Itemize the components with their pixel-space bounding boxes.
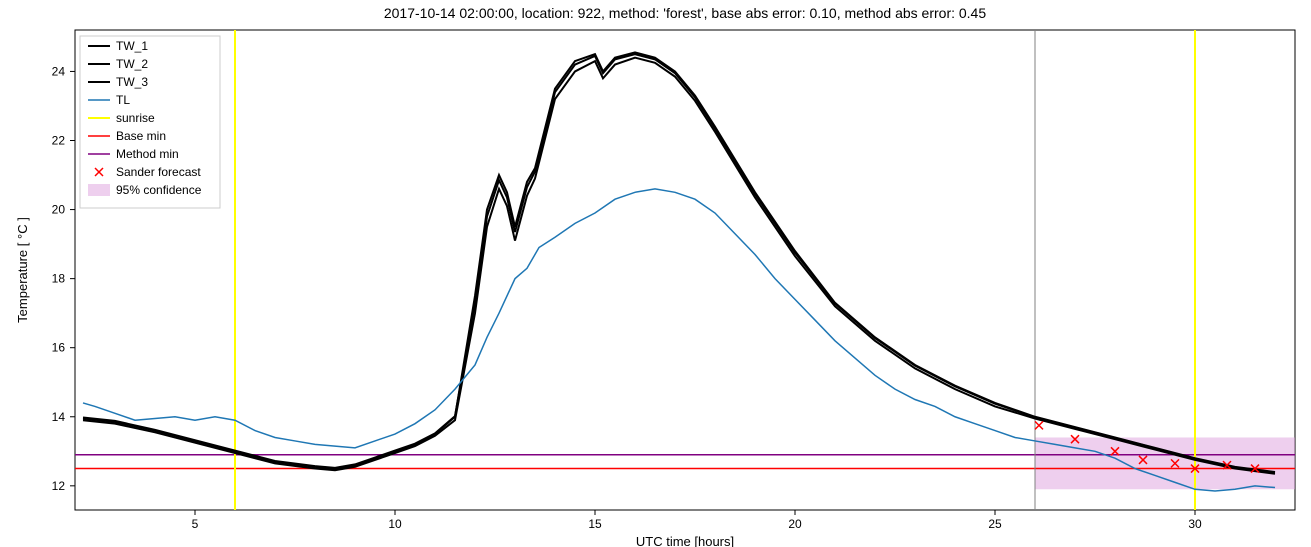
series-TW_3 <box>83 54 1275 472</box>
legend-label: TW_1 <box>116 39 148 53</box>
xtick-label: 15 <box>588 517 602 531</box>
scatter-point <box>1035 421 1043 429</box>
ytick-label: 12 <box>52 479 66 493</box>
xtick-label: 5 <box>192 517 199 531</box>
xtick-label: 30 <box>1188 517 1202 531</box>
legend-label: TW_2 <box>116 57 148 71</box>
legend-label: TL <box>116 93 130 107</box>
xtick-label: 25 <box>988 517 1002 531</box>
legend-swatch <box>88 184 110 196</box>
xtick-label: 20 <box>788 517 802 531</box>
ytick-label: 22 <box>52 134 66 148</box>
line-chart: 5 10 15 20 25 30 12 14 16 18 20 22 24 UTC time [hours… <box>0 0 1311 547</box>
ytick-label: 16 <box>52 341 66 355</box>
ytick-label: 24 <box>52 64 66 78</box>
chart-container: 5 10 15 20 25 30 12 14 16 18 20 22 24 UTC time [hours… <box>0 0 1311 547</box>
legend-label: TW_3 <box>116 75 148 89</box>
legend-label: 95% confidence <box>116 183 202 197</box>
legend-label: Method min <box>116 147 179 161</box>
chart-title: 2017-10-14 02:00:00, location: 922, meth… <box>384 5 986 21</box>
series-TW_1 <box>83 52 1275 472</box>
legend-label: Sander forecast <box>116 165 201 179</box>
x-axis-label: UTC time [hours] <box>636 534 734 547</box>
confidence-patch <box>1035 437 1295 489</box>
legend-label: Base min <box>116 129 166 143</box>
y-axis-label: Temperature [ °C ] <box>15 217 30 323</box>
ytick-label: 14 <box>52 410 66 424</box>
legend-label: sunrise <box>116 111 155 125</box>
ytick-label: 18 <box>52 272 66 286</box>
ytick-label: 20 <box>52 203 66 217</box>
xtick-label: 10 <box>388 517 402 531</box>
series-TW_2 <box>83 58 1275 474</box>
